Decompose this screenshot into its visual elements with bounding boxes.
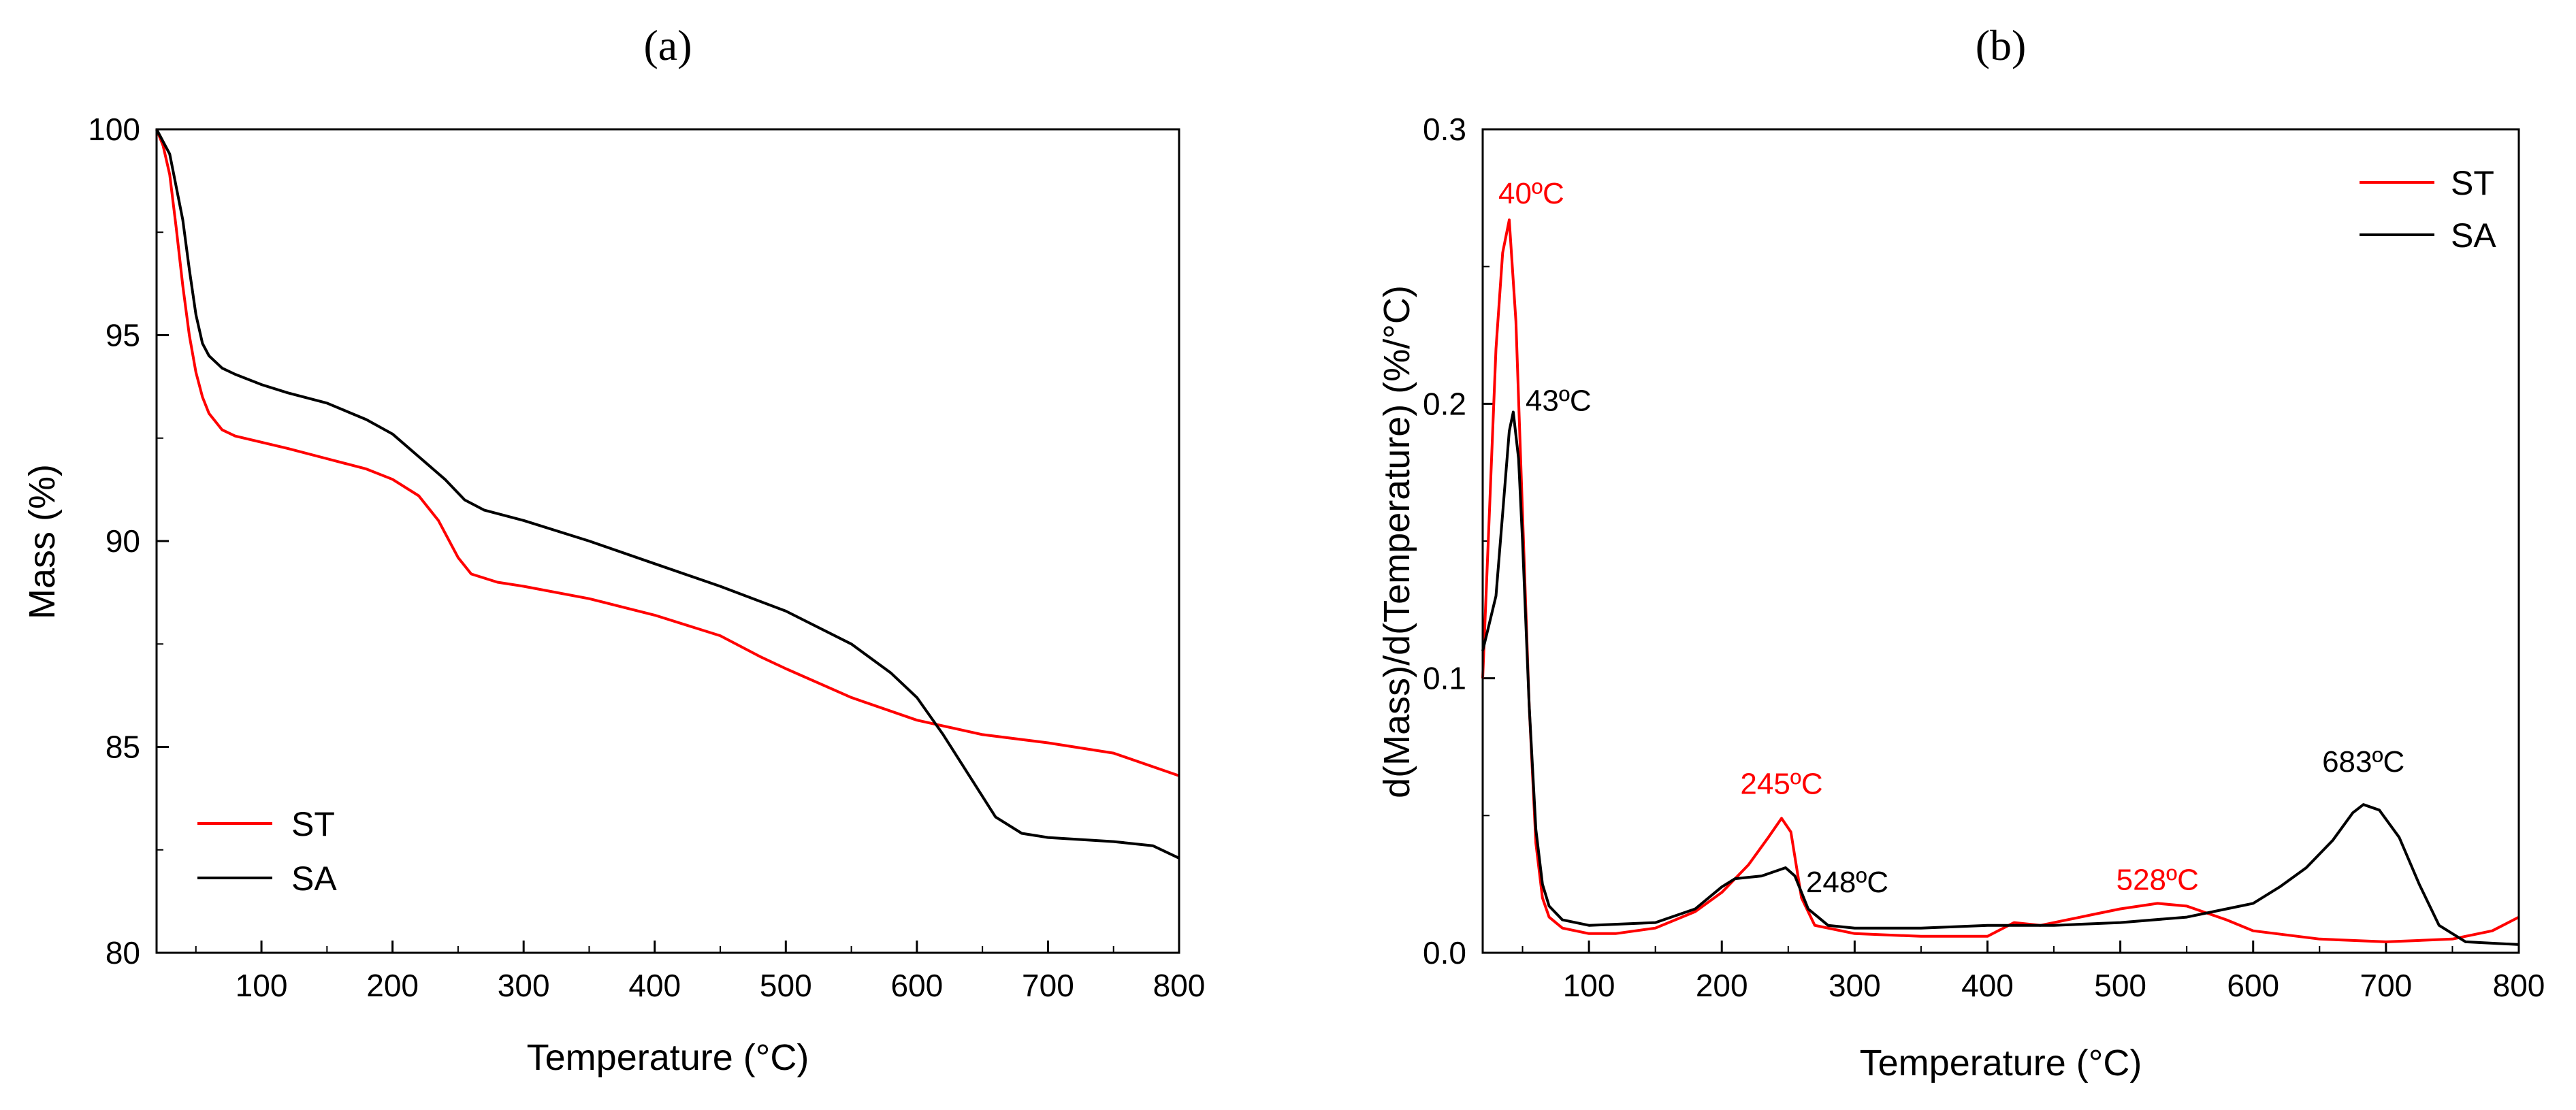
panel-a-series-sa bbox=[155, 129, 1180, 860]
panel-a-ytick-label: 80 bbox=[106, 935, 140, 970]
panel-a-xlabel: Temperature (°C) bbox=[527, 1037, 809, 1078]
panel-a-series-st bbox=[155, 129, 1180, 777]
panel-a-ytick-label: 100 bbox=[88, 112, 140, 147]
panel-a-ytick-label: 85 bbox=[106, 730, 140, 765]
panel-b-peak-label: 248ºC bbox=[1806, 866, 1888, 899]
panel-b-peak-label: 245ºC bbox=[1740, 767, 1822, 800]
panel-a-legend: ST SA bbox=[197, 805, 337, 898]
panel-a-xtick-label: 100 bbox=[236, 968, 288, 1003]
panel-a-chart: (a) Temperature (°C) Mass (%) 100 200 300 4… bbox=[22, 21, 1205, 1078]
panel-b-xtick-label: 300 bbox=[1829, 968, 1881, 1003]
panel-b-xlabel: Temperature (°C) bbox=[1860, 1043, 2142, 1083]
panel-b-xtick-label: 100 bbox=[1563, 968, 1615, 1003]
panel-a-series bbox=[155, 129, 1180, 860]
panel-b-legend-label-st: ST bbox=[2451, 164, 2494, 202]
panel-b-legend: ST SA bbox=[2360, 164, 2496, 255]
panel-b-ytick-label: 0.1 bbox=[1423, 661, 1466, 696]
panel-b-xtick-label: 500 bbox=[2094, 968, 2146, 1003]
panel-b-ytick-label: 0.3 bbox=[1423, 112, 1466, 147]
panel-b-annotations: 40ºC 43ºC 245ºC 248ºC 528ºC 683ºC bbox=[1498, 177, 2404, 899]
panel-b-ytick-label: 0.2 bbox=[1423, 386, 1466, 421]
panel-b-peak-label: 40ºC bbox=[1498, 177, 1564, 210]
panel-a-label: (a) bbox=[643, 21, 692, 69]
panel-a-ytick-label: 90 bbox=[106, 523, 140, 559]
panel-b-ticks: 100 200 300 400 500 600 700 800 0.0 0.1 0.2 0.3 bbox=[1423, 112, 2545, 1003]
panel-b-plot-frame bbox=[1481, 128, 2520, 954]
panel-a-xtick-label: 800 bbox=[1153, 968, 1206, 1003]
panel-a-legend-label-st: ST bbox=[291, 805, 335, 843]
panel-a-xtick-label: 700 bbox=[1022, 968, 1074, 1003]
panel-b-peak-label: 528ºC bbox=[2116, 863, 2199, 896]
panel-a-ylabel: Mass (%) bbox=[22, 464, 63, 619]
panel-b-xtick-label: 800 bbox=[2493, 968, 2545, 1003]
panel-b-chart: (b) Temperature (°C) d(Mass)/d(Temperatu… bbox=[1376, 21, 2545, 1083]
panel-b-peak-label: 683ºC bbox=[2322, 745, 2404, 779]
panel-b-xtick-label: 200 bbox=[1696, 968, 1748, 1003]
panel-a-xtick-label: 400 bbox=[628, 968, 681, 1003]
panel-b-ylabel: d(Mass)/d(Temperature) (%/°C) bbox=[1376, 285, 1417, 798]
panel-b-xtick-label: 400 bbox=[1961, 968, 2014, 1003]
panel-b-series bbox=[1481, 218, 2519, 946]
panel-b-xtick-label: 700 bbox=[2360, 968, 2412, 1003]
panel-a-legend-label-sa: SA bbox=[291, 860, 337, 898]
panel-a-ytick-label: 95 bbox=[106, 318, 140, 353]
panel-a-xtick-label: 300 bbox=[498, 968, 550, 1003]
panel-b-xtick-label: 600 bbox=[2227, 968, 2279, 1003]
panel-b-series-st bbox=[1481, 218, 2519, 943]
panel-a-xtick-label: 600 bbox=[890, 968, 943, 1003]
panel-b-legend-label-sa: SA bbox=[2451, 216, 2496, 255]
panel-a-xtick-label: 500 bbox=[760, 968, 812, 1003]
panel-b-peak-label: 43ºC bbox=[1526, 384, 1592, 417]
panel-b-ytick-label: 0.0 bbox=[1423, 935, 1466, 970]
panel-a-plot-frame bbox=[155, 128, 1180, 954]
panel-b-label: (b) bbox=[1976, 21, 2027, 69]
panel-a-ticks: 100 200 300 400 500 600 700 800 80 85 90 95 100 bbox=[88, 112, 1205, 1003]
panel-b-series-sa bbox=[1481, 410, 2519, 946]
panel-a-xtick-label: 200 bbox=[366, 968, 419, 1003]
